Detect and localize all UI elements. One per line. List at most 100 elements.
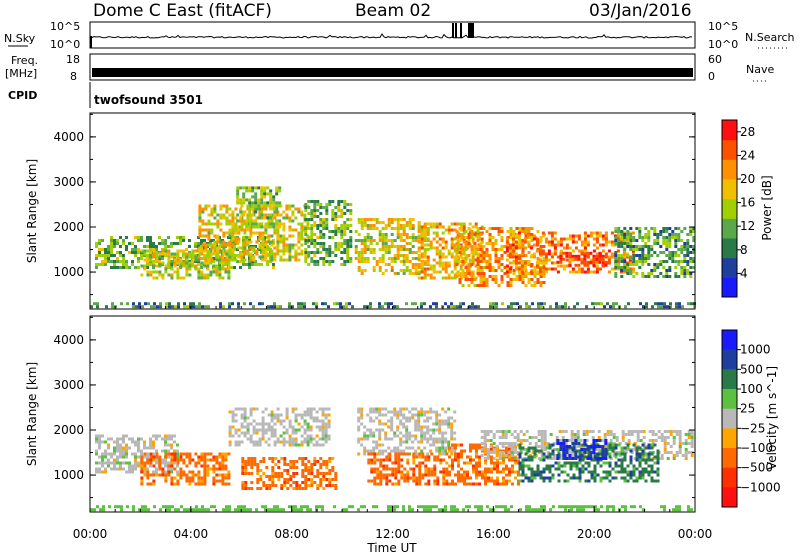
- data-cell: [653, 266, 657, 269]
- data-cell: [470, 263, 474, 266]
- data-cell: [294, 419, 298, 423]
- data-cell: [152, 443, 155, 447]
- data-cell: [617, 254, 621, 257]
- data-cell: [319, 466, 323, 469]
- data-cell: [375, 443, 379, 447]
- data-cell: [432, 270, 436, 274]
- data-cell: [438, 440, 442, 444]
- data-cell: [328, 457, 332, 460]
- data-cell: [295, 487, 299, 490]
- data-cell: [459, 302, 462, 306]
- data-cell: [432, 440, 436, 444]
- data-cell: [509, 281, 513, 284]
- data-cell: [188, 476, 192, 480]
- data-cell: [502, 479, 505, 483]
- data-cell: [672, 454, 676, 457]
- data-cell: [164, 267, 168, 271]
- data-cell: [267, 425, 271, 429]
- data-cell: [360, 224, 364, 227]
- data-cell: [351, 305, 354, 309]
- data-cell: [384, 224, 388, 227]
- data-cell: [304, 230, 308, 233]
- data-cell: [176, 482, 180, 486]
- data-cell: [357, 221, 361, 224]
- data-cell: [304, 206, 308, 209]
- data-cell: [499, 461, 502, 465]
- data-cell: [635, 245, 639, 248]
- data-cell: [467, 242, 471, 245]
- power-colorbar-segment: [722, 198, 737, 219]
- data-cell: [674, 245, 678, 248]
- data-cell: [501, 433, 505, 436]
- data-cell: [535, 270, 539, 274]
- data-cell: [303, 413, 307, 417]
- data-cell: [331, 209, 335, 212]
- data-cell: [357, 407, 361, 411]
- data-cell: [527, 458, 531, 462]
- data-cell: [444, 302, 447, 306]
- data-cell: [598, 257, 602, 261]
- data-cell: [282, 222, 286, 226]
- data-cell: [164, 470, 167, 474]
- data-cell: [393, 413, 397, 417]
- data-cell: [224, 476, 228, 480]
- data-cell: [665, 227, 669, 230]
- data-cell: [276, 204, 280, 208]
- data-cell: [405, 233, 409, 236]
- data-cell: [635, 239, 639, 242]
- data-cell: [561, 430, 565, 433]
- data-cell: [511, 252, 515, 256]
- data-cell: [373, 452, 377, 456]
- data-cell: [245, 189, 249, 193]
- data-cell: [262, 484, 266, 487]
- data-cell: [510, 454, 514, 457]
- data-cell: [501, 445, 505, 448]
- data-cell: [231, 213, 235, 217]
- data-cell: [270, 431, 274, 435]
- data-cell: [325, 209, 329, 212]
- data-cell: [396, 224, 400, 227]
- data-cell: [381, 305, 384, 309]
- data-cell: [408, 227, 412, 230]
- data-cell: [583, 257, 587, 261]
- data-cell: [278, 189, 282, 193]
- data-cell: [447, 252, 451, 256]
- data-cell: [278, 186, 282, 190]
- data-cell: [569, 476, 573, 480]
- data-cell: [538, 252, 542, 256]
- data-cell: [325, 484, 329, 487]
- data-cell: [322, 248, 326, 251]
- data-cell: [384, 449, 388, 453]
- data-cell: [194, 464, 198, 468]
- data-cell: [657, 302, 660, 306]
- data-cell: [656, 239, 660, 242]
- data-cell: [498, 436, 502, 439]
- data-cell: [538, 267, 542, 271]
- data-cell: [243, 416, 247, 420]
- data-cell: [152, 464, 156, 468]
- data-cell: [470, 281, 474, 284]
- data-cell: [209, 452, 213, 456]
- data-cell: [307, 245, 311, 248]
- data-cell: [231, 234, 235, 238]
- data-cell: [343, 248, 347, 251]
- data-cell: [168, 305, 171, 309]
- data-cell: [542, 452, 546, 456]
- data-cell: [263, 189, 267, 193]
- data-cell: [429, 273, 433, 277]
- data-cell: [689, 230, 693, 233]
- data-cell: [242, 236, 245, 239]
- data-cell: [334, 230, 338, 233]
- data-cell: [500, 281, 504, 284]
- data-cell: [95, 257, 98, 260]
- data-cell: [408, 431, 412, 435]
- data-cell: [231, 419, 235, 423]
- data-cell: [98, 263, 101, 266]
- data-cell: [346, 257, 350, 260]
- data-cell: [282, 440, 286, 444]
- data-cell: [291, 437, 295, 441]
- data-cell: [369, 302, 372, 306]
- data-cell: [493, 479, 496, 483]
- data-cell: [420, 270, 424, 274]
- data-cell: [334, 254, 338, 257]
